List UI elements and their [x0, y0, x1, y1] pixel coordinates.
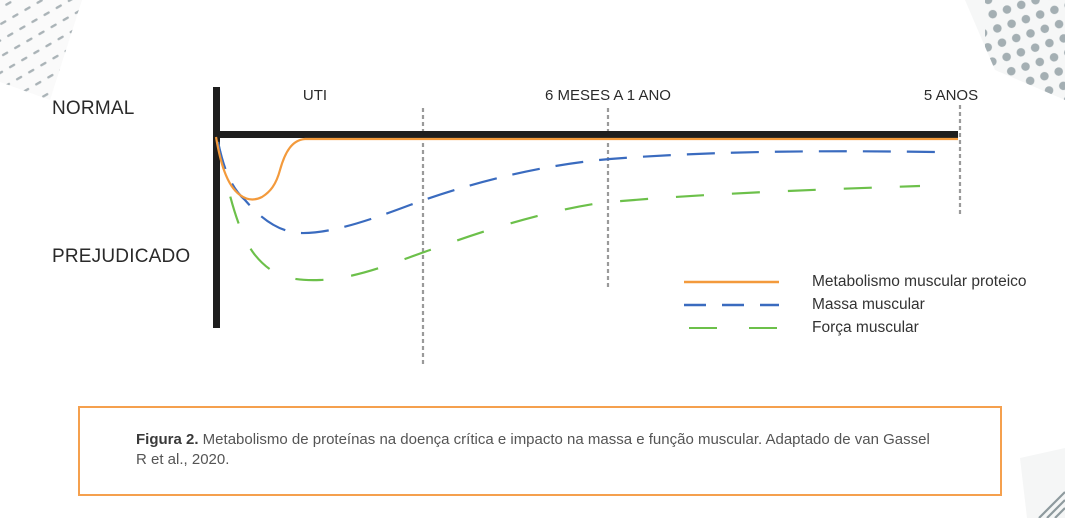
y-label-prejudicado: PREJUDICADO	[52, 246, 191, 267]
decorative-dash-pattern-top-left	[0, 0, 82, 100]
phase-label-five-years: 5 ANOS	[923, 87, 979, 104]
y-label-normal: NORMAL	[52, 98, 135, 119]
figure-caption: Figura 2. Metabolismo de proteínas na do…	[136, 430, 936, 470]
series-massa-muscular	[216, 141, 936, 235]
phase-label-six-months: 6 MESES A 1 ANO	[545, 87, 671, 104]
decorative-dot-pattern-top-right	[965, 0, 1065, 100]
legend-label: Massa muscular	[812, 295, 925, 313]
caption-figure-number: Figura 2.	[136, 431, 199, 448]
legend-swatch-dashed-blue	[684, 303, 779, 306]
figure-caption-box: Figura 2. Metabolismo de proteínas na do…	[78, 406, 1002, 496]
y-axis	[213, 87, 220, 328]
legend-item-forca: Força muscular	[684, 316, 1027, 339]
legend-swatch-dashed-green	[689, 326, 779, 329]
legend-item-massa: Massa muscular	[684, 293, 1027, 316]
chart-legend: Metabolismo muscular proteico Massa musc…	[684, 270, 1027, 339]
caption-body: Metabolismo de proteínas na doença críti…	[136, 431, 930, 468]
decorative-stripes-bottom-right	[1020, 448, 1065, 518]
legend-label: Força muscular	[812, 318, 919, 336]
chart-plot-area	[213, 87, 962, 367]
series-metabolismo-muscular-proteico	[214, 136, 958, 201]
series-forca-muscular	[216, 141, 921, 282]
legend-label: Metabolismo muscular proteico	[812, 272, 1027, 290]
phase-label-uti: UTI	[302, 87, 328, 104]
legend-item-metabolismo: Metabolismo muscular proteico	[684, 270, 1027, 293]
legend-swatch-solid-orange	[684, 280, 779, 283]
normal-baseline	[220, 131, 958, 138]
